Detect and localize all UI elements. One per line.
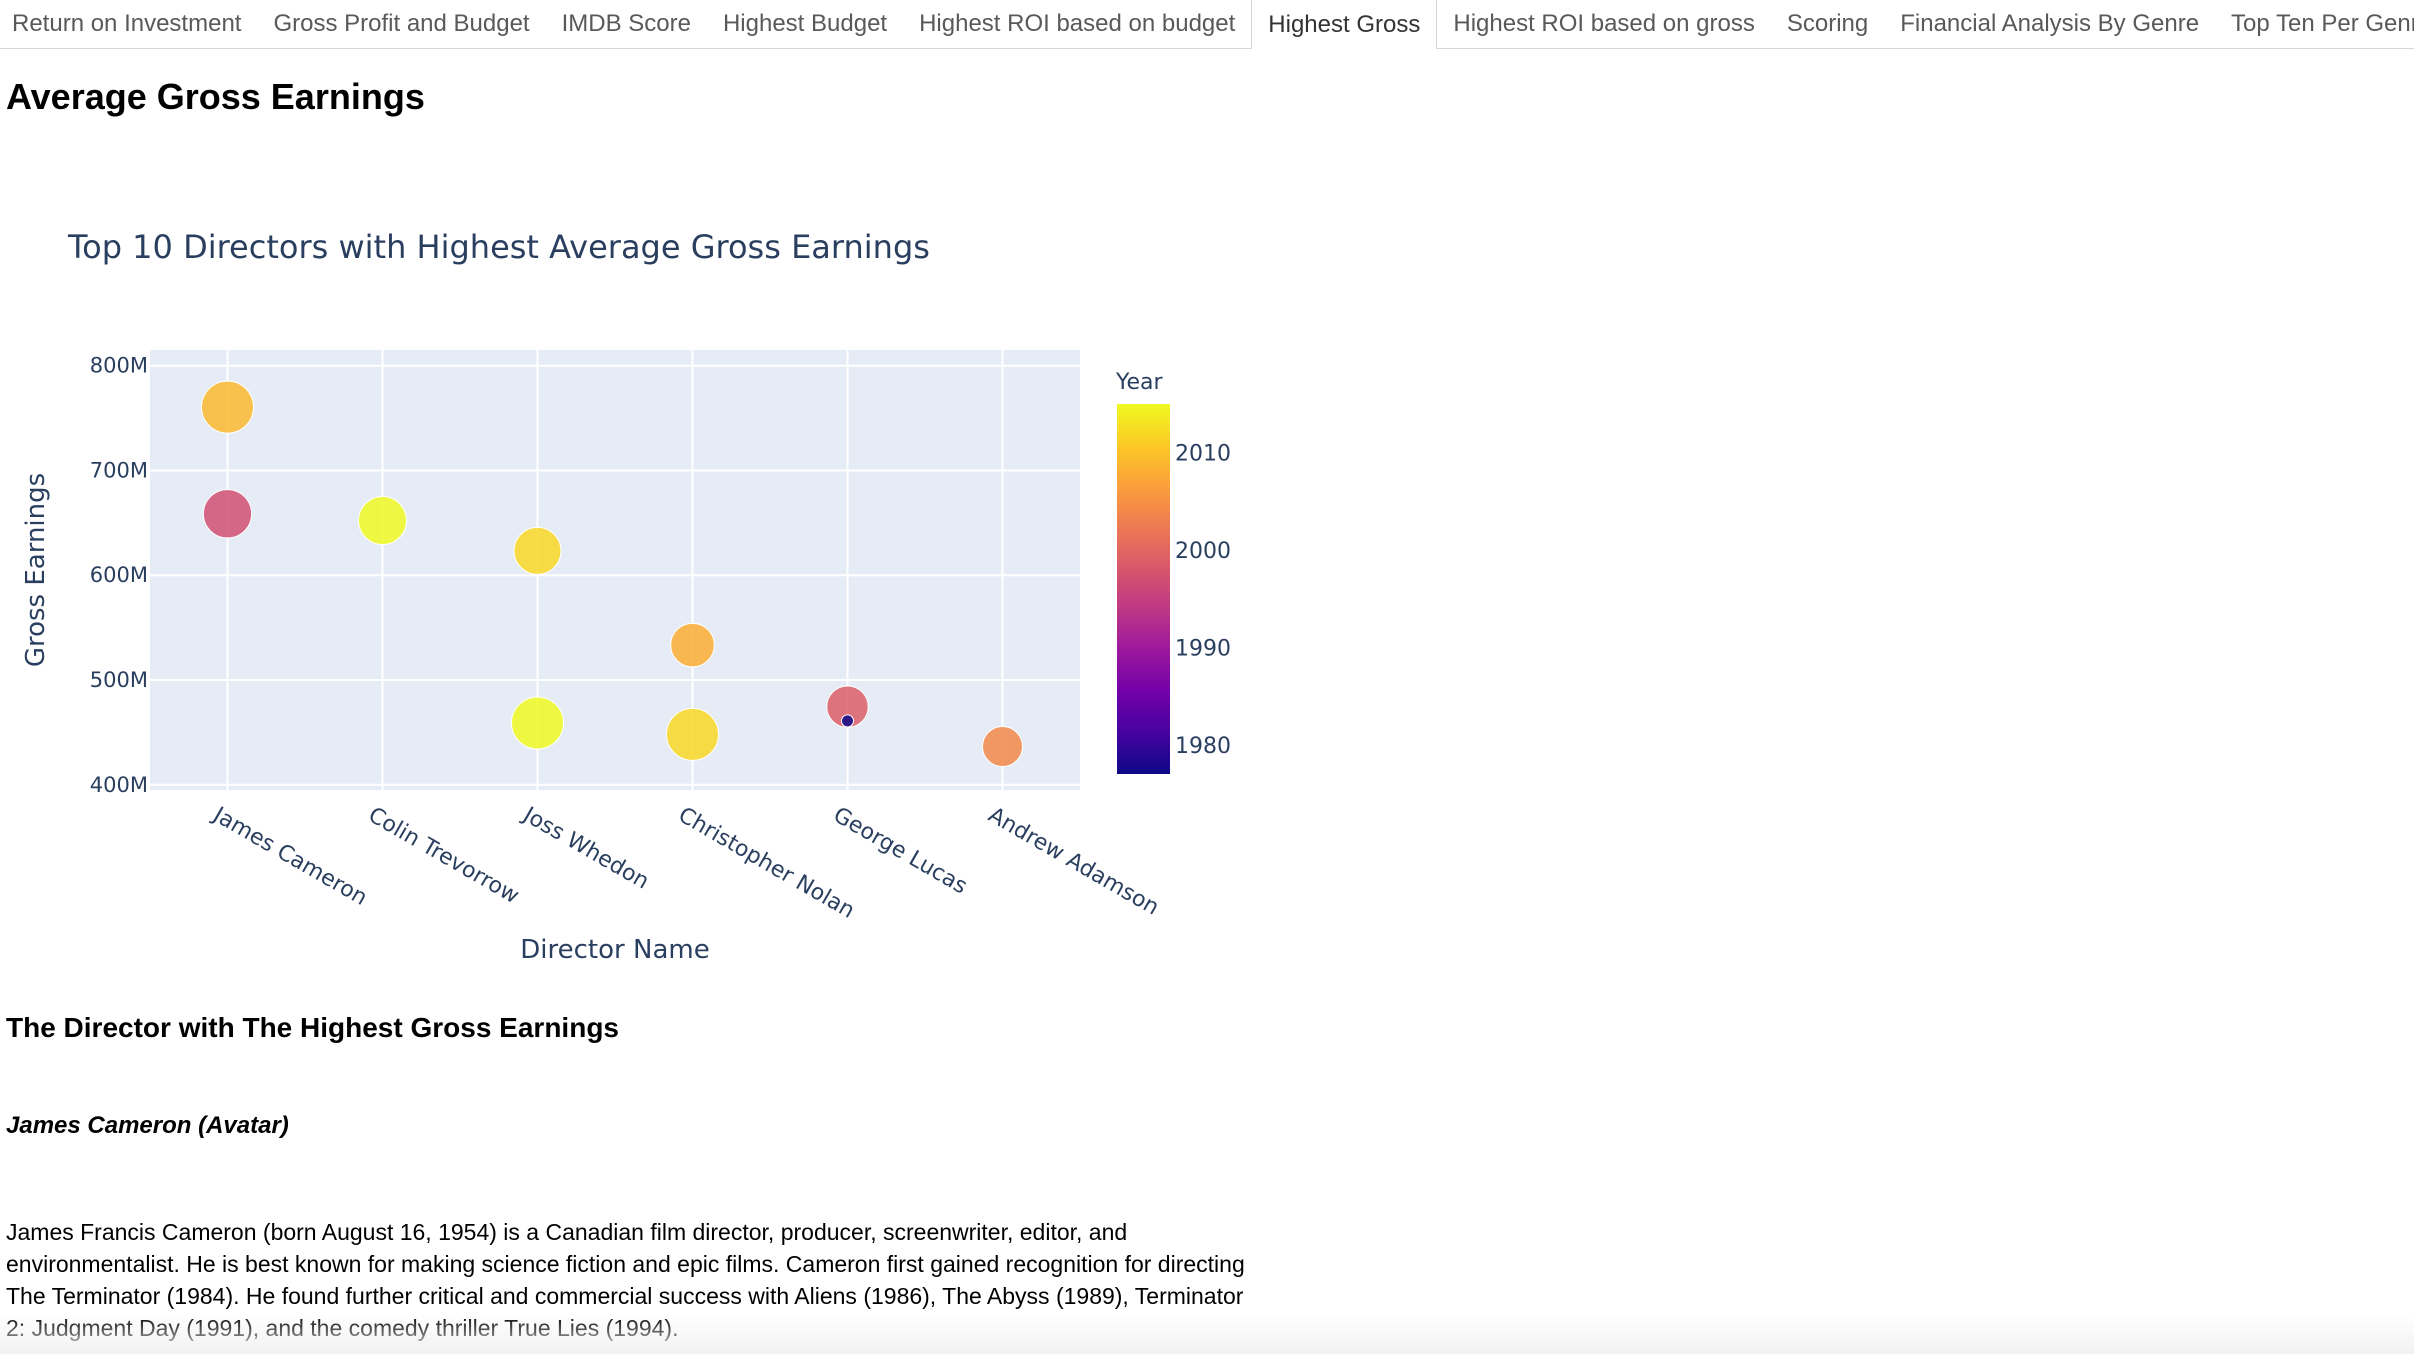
tab-gross-profit-and-budget[interactable]: Gross Profit and Budget <box>273 10 530 37</box>
x-tick-label: James Cameron <box>207 802 371 911</box>
tab-return-on-investment[interactable]: Return on Investment <box>12 10 242 37</box>
colorbar <box>1117 404 1170 774</box>
data-point <box>513 526 562 575</box>
y-tick-label: 500M <box>90 668 148 692</box>
tab-financial-analysis-by-genre[interactable]: Financial Analysis By Genre <box>1900 10 2200 37</box>
colorbar-tick-label: 2010 <box>1175 442 1231 467</box>
director-name: James Cameron (Avatar) <box>6 1112 289 1139</box>
tab-bar: Return on Investment Gross Profit and Bud… <box>0 0 2414 49</box>
tab-imdb-score[interactable]: IMDB Score <box>561 10 691 37</box>
data-point <box>202 489 253 539</box>
data-point <box>511 696 564 750</box>
x-tick-label: George Lucas <box>829 803 971 900</box>
x-tick-label: Andrew Adamson <box>984 803 1163 921</box>
tab-highest-gross[interactable]: Highest Gross <box>1251 0 1438 49</box>
y-tick-label: 700M <box>90 458 148 482</box>
x-axis-title: Director Name <box>520 935 709 965</box>
highest-gross-director-heading: The Director with The Highest Gross Earn… <box>6 1012 619 1043</box>
data-point <box>670 622 715 668</box>
colorbar-title: Year <box>1115 370 1164 395</box>
x-tick-label: Colin Trevorrow <box>364 803 523 909</box>
x-tick-label: Joss Whedon <box>517 802 653 895</box>
tab-scoring[interactable]: Scoring <box>1786 10 1869 37</box>
data-point <box>826 685 869 728</box>
tab-highest-roi-based-on-budget[interactable]: Highest ROI based on budget <box>919 10 1236 37</box>
gross-earnings-chart: Top 10 Directors with Highest Average Gr… <box>21 228 1231 965</box>
y-axis-title: Gross Earnings <box>21 473 51 667</box>
tab-highest-budget[interactable]: Highest Budget <box>722 10 888 37</box>
tab-top-ten-per-genre[interactable]: Top Ten Per Genre <box>2231 10 2414 37</box>
data-point <box>666 707 719 761</box>
colorbar-tick-label: 1990 <box>1175 636 1231 661</box>
chart-title: Top 10 Directors with Highest Average Gr… <box>67 228 930 266</box>
data-point <box>201 380 254 434</box>
data-point <box>358 496 407 546</box>
colorbar-tick-label: 1980 <box>1175 734 1231 759</box>
data-point <box>841 714 854 728</box>
tab-highest-roi-based-on-gross[interactable]: Highest ROI based on gross <box>1453 10 1755 37</box>
data-point <box>982 726 1023 768</box>
y-tick-label: 800M <box>90 354 148 378</box>
colorbar-tick-label: 2000 <box>1175 539 1231 564</box>
y-tick-label: 400M <box>90 773 148 797</box>
page-heading: Average Gross Earnings <box>6 76 425 117</box>
plot-area <box>150 350 1080 790</box>
y-tick-label: 600M <box>90 563 148 587</box>
bottom-fade <box>0 1314 2414 1354</box>
